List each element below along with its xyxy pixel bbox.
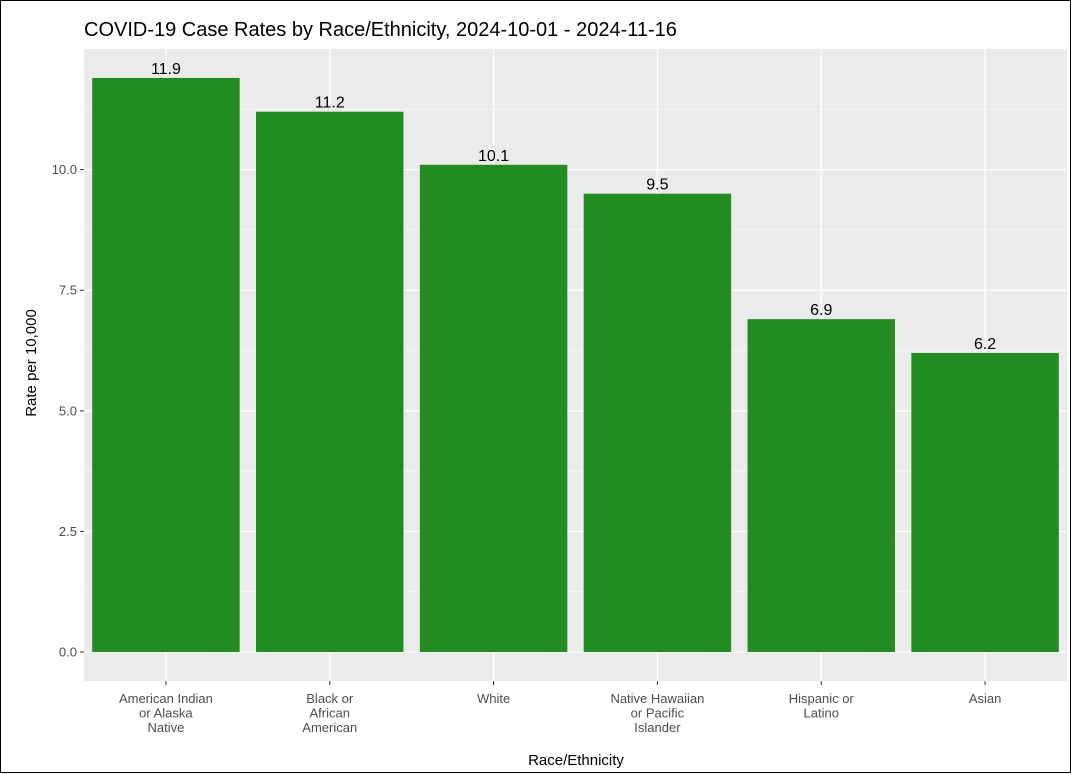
bar	[419, 164, 568, 653]
plot-panel	[84, 49, 1067, 681]
y-axis: 0.0 2.5 5.0 7.5 10.0	[52, 162, 84, 660]
bar-value-label: 6.2	[974, 336, 996, 353]
bar	[92, 77, 240, 653]
x-tick-label: Asian	[969, 691, 1002, 706]
bar-value-label: 9.5	[646, 177, 668, 194]
minor-gridlines	[84, 108, 1067, 593]
bar	[256, 111, 404, 653]
x-tick-label: Hispanic or Latino	[789, 691, 855, 721]
y-axis-title: Rate per 10,000	[23, 309, 40, 417]
x-axis-title: Race/Ethnicity	[528, 752, 624, 769]
x-tick-label: Native Hawaiian or Pacific Islander	[610, 691, 704, 735]
x-tick-label: Black or African American	[302, 691, 357, 735]
bar	[747, 319, 895, 653]
y-tick-label: 7.5	[59, 283, 77, 298]
bar-value-label: 11.2	[315, 95, 345, 112]
bar-value-label: 11.9	[151, 61, 181, 78]
x-axis: American Indian or Alaska Native Black or Af…	[119, 681, 1001, 735]
y-tick-label: 0.0	[59, 645, 77, 660]
x-tick-label: American Indian or Alaska Native	[119, 691, 213, 735]
data-labels: 11.9 11.2 10.1 9.5 6.9 6.2	[151, 61, 996, 353]
y-tick-label: 5.0	[59, 403, 77, 418]
bar	[583, 193, 732, 653]
x-tick-label: White	[477, 691, 510, 706]
chart-title: COVID-19 Case Rates by Race/Ethnicity, 2…	[84, 19, 677, 41]
y-tick-label: 2.5	[59, 524, 77, 539]
bar	[911, 352, 1059, 653]
bar-value-label: 10.1	[478, 148, 509, 165]
bars	[92, 77, 1059, 653]
bar-value-label: 6.9	[810, 302, 832, 319]
y-tick-label: 10.0	[52, 162, 77, 177]
